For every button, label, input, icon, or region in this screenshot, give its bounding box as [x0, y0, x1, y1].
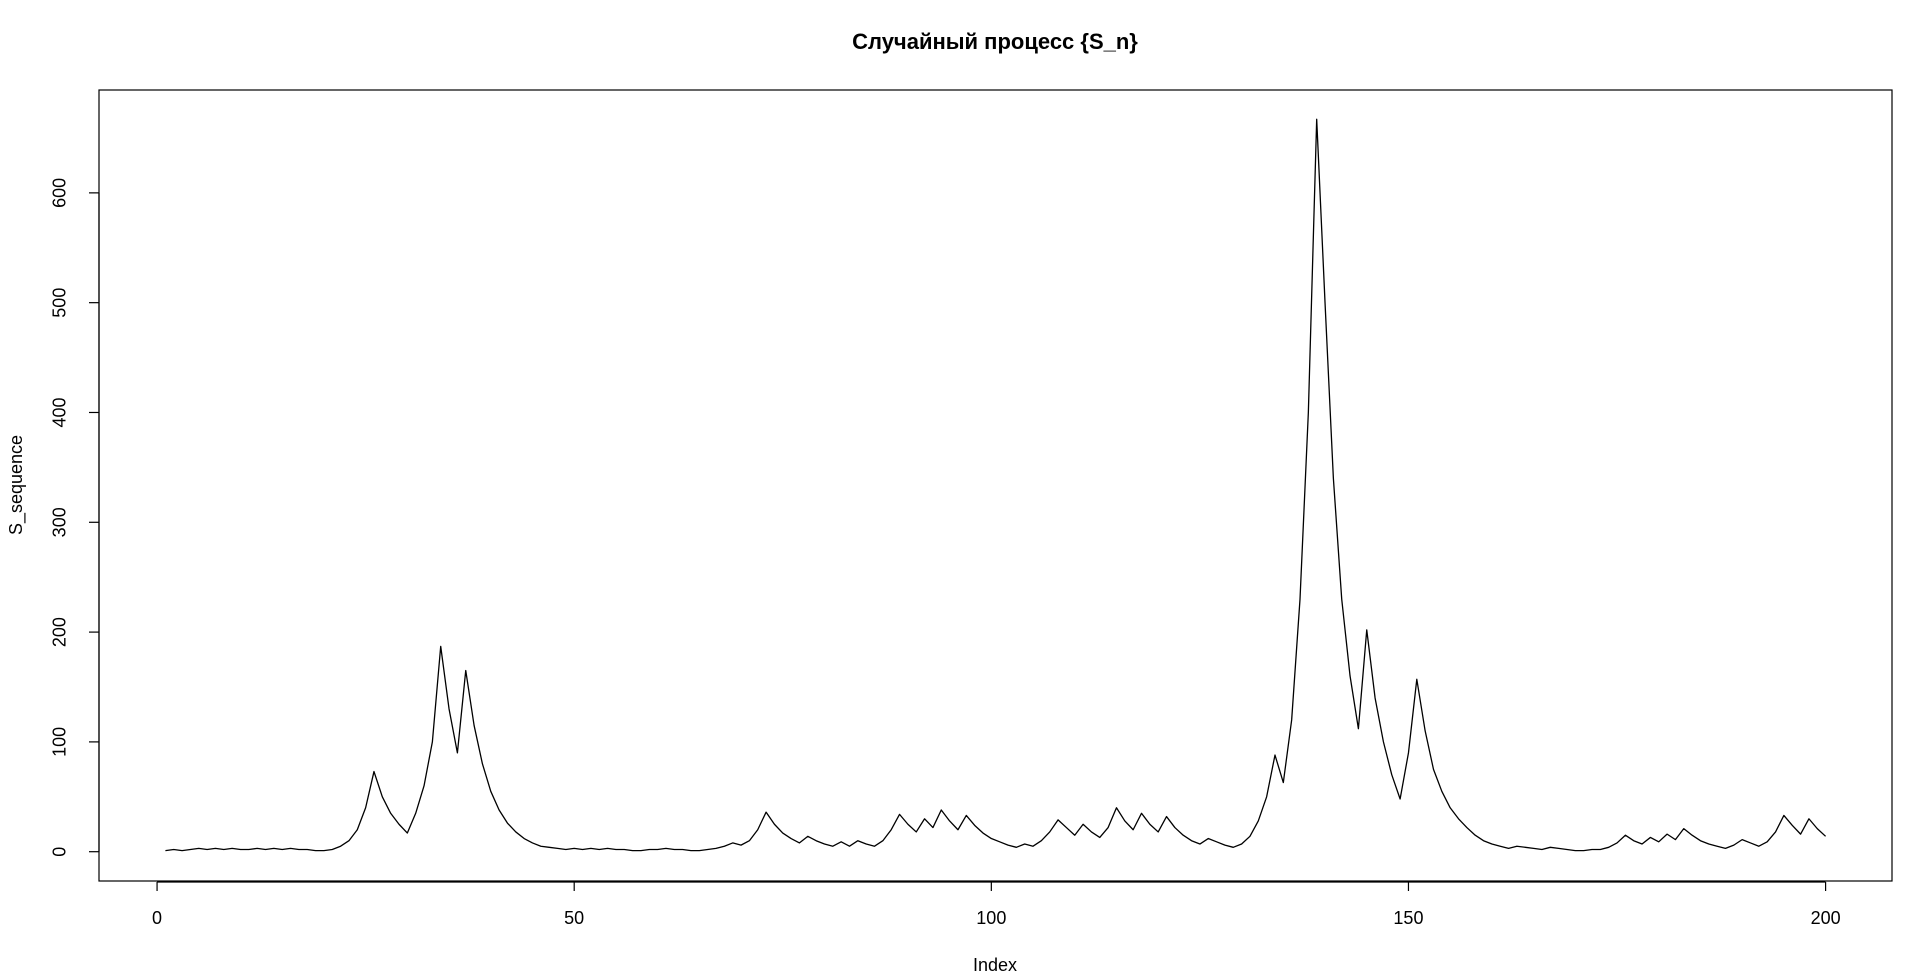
y-tick-label: 200 — [50, 617, 70, 647]
x-tick-label: 100 — [976, 908, 1006, 928]
x-tick-label: 150 — [1393, 908, 1423, 928]
y-tick-label: 100 — [50, 727, 70, 757]
data-line — [165, 118, 1827, 852]
chart-title: Случайный процесс {S_n} — [852, 29, 1138, 54]
x-tick-label: 200 — [1811, 908, 1841, 928]
x-tick-label: 0 — [152, 908, 162, 928]
y-tick-label: 300 — [50, 507, 70, 537]
y-tick-label: 500 — [50, 288, 70, 318]
y-tick-label: 0 — [50, 847, 70, 857]
x-tick-label: 50 — [564, 908, 584, 928]
y-tick-label: 400 — [50, 397, 70, 427]
y-axis-label: S_sequence — [6, 435, 27, 535]
x-axis-label: Index — [973, 955, 1017, 975]
y-tick-label: 600 — [50, 178, 70, 208]
